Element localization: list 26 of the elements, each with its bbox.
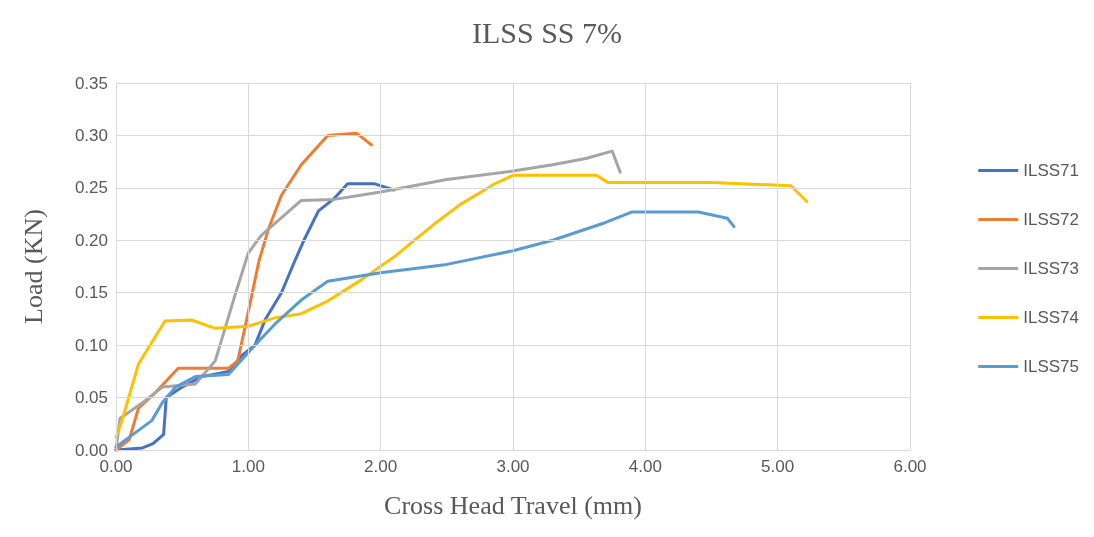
y-tick-label: 0.00 [74,440,108,460]
legend-label: ILSS73 [1023,259,1079,278]
legend-label: ILSS74 [1023,308,1079,327]
y-tick-label: 0.20 [74,230,108,250]
x-tick-label: 0.00 [99,457,133,476]
line-series [114,149,622,452]
x-tick-label: 3.00 [496,457,530,476]
y-tick-label: 0.35 [74,73,108,93]
line-series [114,173,809,439]
y-tick-label: 0.05 [74,388,108,408]
legend-label: ILSS72 [1023,210,1079,229]
x-tick-label: 4.00 [628,457,662,476]
y-tick-label: 0.30 [74,125,108,145]
y-tick-label: 0.25 [74,178,108,198]
legend-label: ILSS71 [1023,161,1079,180]
x-tick-label: 2.00 [364,457,398,476]
line-series [114,210,736,449]
legend-label: ILSS75 [1023,357,1079,376]
y-axis-title: Load (KN) [18,209,48,324]
x-tick-label: 1.00 [231,457,265,476]
y-tick-label: 0.15 [74,283,108,303]
x-tick-label: 6.00 [893,457,927,476]
y-tick-label: 0.10 [74,335,108,355]
x-tick-label: 5.00 [761,457,795,476]
chart-title: ILSS SS 7% [471,15,623,49]
x-axis-title: Cross Head Travel (mm) [384,490,642,520]
